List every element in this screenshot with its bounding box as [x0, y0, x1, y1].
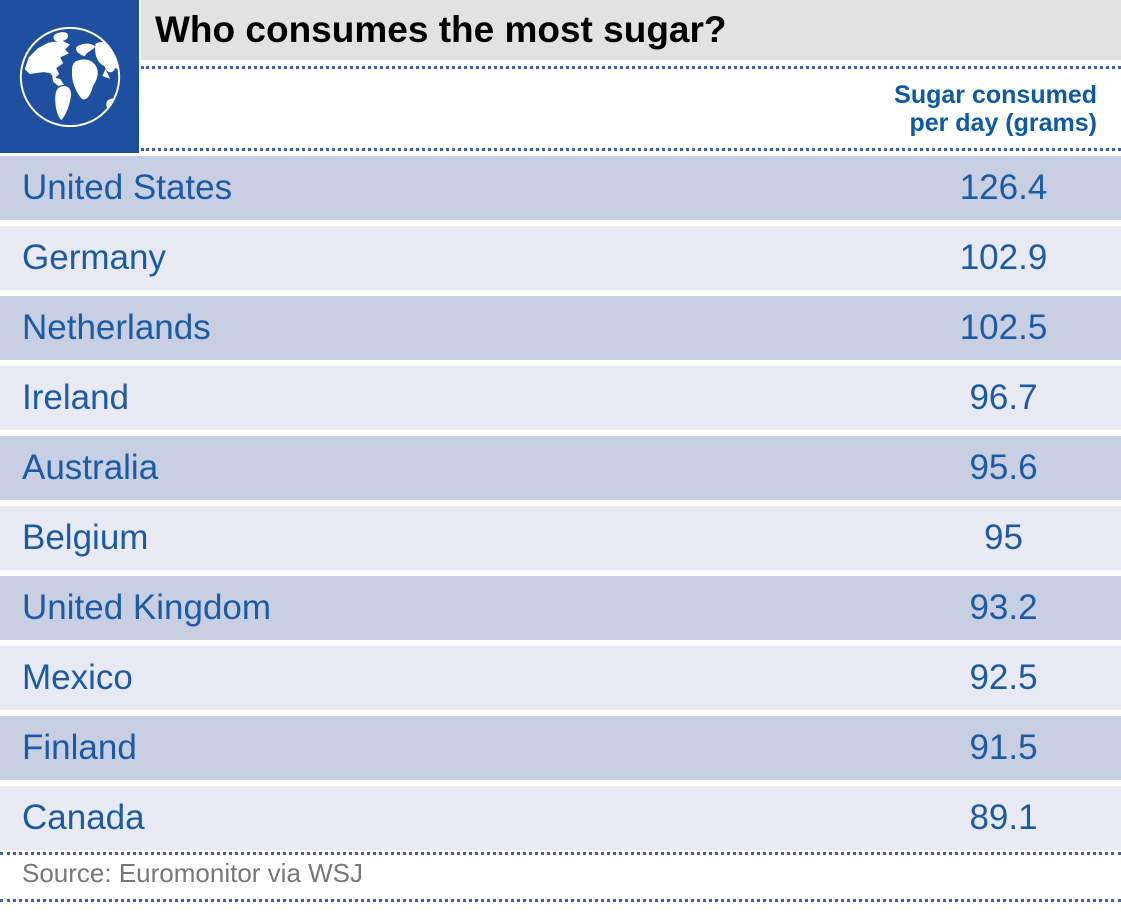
country-table: United States 126.4 Germany 102.9 Netherland…: [0, 156, 1121, 856]
country-label: United Kingdom: [22, 588, 272, 627]
table-row: Netherlands 102.5: [0, 296, 1121, 360]
divider-header: [141, 148, 1121, 151]
table-row: Belgium 95: [0, 506, 1121, 570]
value-column-header-line1: Sugar consumed: [894, 81, 1097, 109]
divider-top: [141, 66, 1121, 69]
table-row: United States 126.4: [0, 156, 1121, 220]
table-row: Finland 91.5: [0, 716, 1121, 780]
globe-icon: [19, 26, 120, 127]
country-label: Canada: [22, 798, 145, 837]
value-label: 96.7: [969, 378, 1038, 417]
source-note: Source: Euromonitor via WSJ: [22, 858, 364, 888]
brand-square: [0, 0, 139, 153]
country-label: United States: [22, 168, 233, 207]
table-row: United Kingdom 93.2: [0, 576, 1121, 640]
country-label: Australia: [22, 448, 159, 487]
table-row: Mexico 92.5: [0, 646, 1121, 710]
country-label: Belgium: [22, 518, 149, 557]
table-row: Ireland 96.7: [0, 366, 1121, 430]
table-row: Canada 89.1: [0, 786, 1121, 850]
value-label: 95.6: [969, 448, 1038, 487]
country-label: Mexico: [22, 658, 133, 697]
country-label: Finland: [22, 728, 137, 767]
country-label: Netherlands: [22, 308, 211, 347]
table-row: Australia 95.6: [0, 436, 1121, 500]
table-row: Germany 102.9: [0, 226, 1121, 290]
country-label: Ireland: [22, 378, 130, 417]
value-label: 91.5: [969, 728, 1038, 767]
value-column-header: Sugar consumed per day (grams): [894, 81, 1121, 137]
divider-footer-bottom: [0, 899, 1121, 902]
value-label: 93.2: [969, 588, 1038, 627]
value-column-header-line2: per day (grams): [909, 109, 1097, 137]
value-label: 102.9: [959, 238, 1048, 277]
value-label: 92.5: [969, 658, 1038, 697]
title-bar: Who consumes the most sugar?: [141, 0, 1121, 60]
value-label: 102.5: [959, 308, 1048, 347]
divider-footer-top: [0, 852, 1121, 855]
page-title: Who consumes the most sugar?: [155, 9, 727, 50]
value-label: 126.4: [959, 168, 1048, 207]
value-label: 89.1: [969, 798, 1038, 837]
value-label: 95: [984, 518, 1023, 557]
country-label: Germany: [22, 238, 166, 277]
